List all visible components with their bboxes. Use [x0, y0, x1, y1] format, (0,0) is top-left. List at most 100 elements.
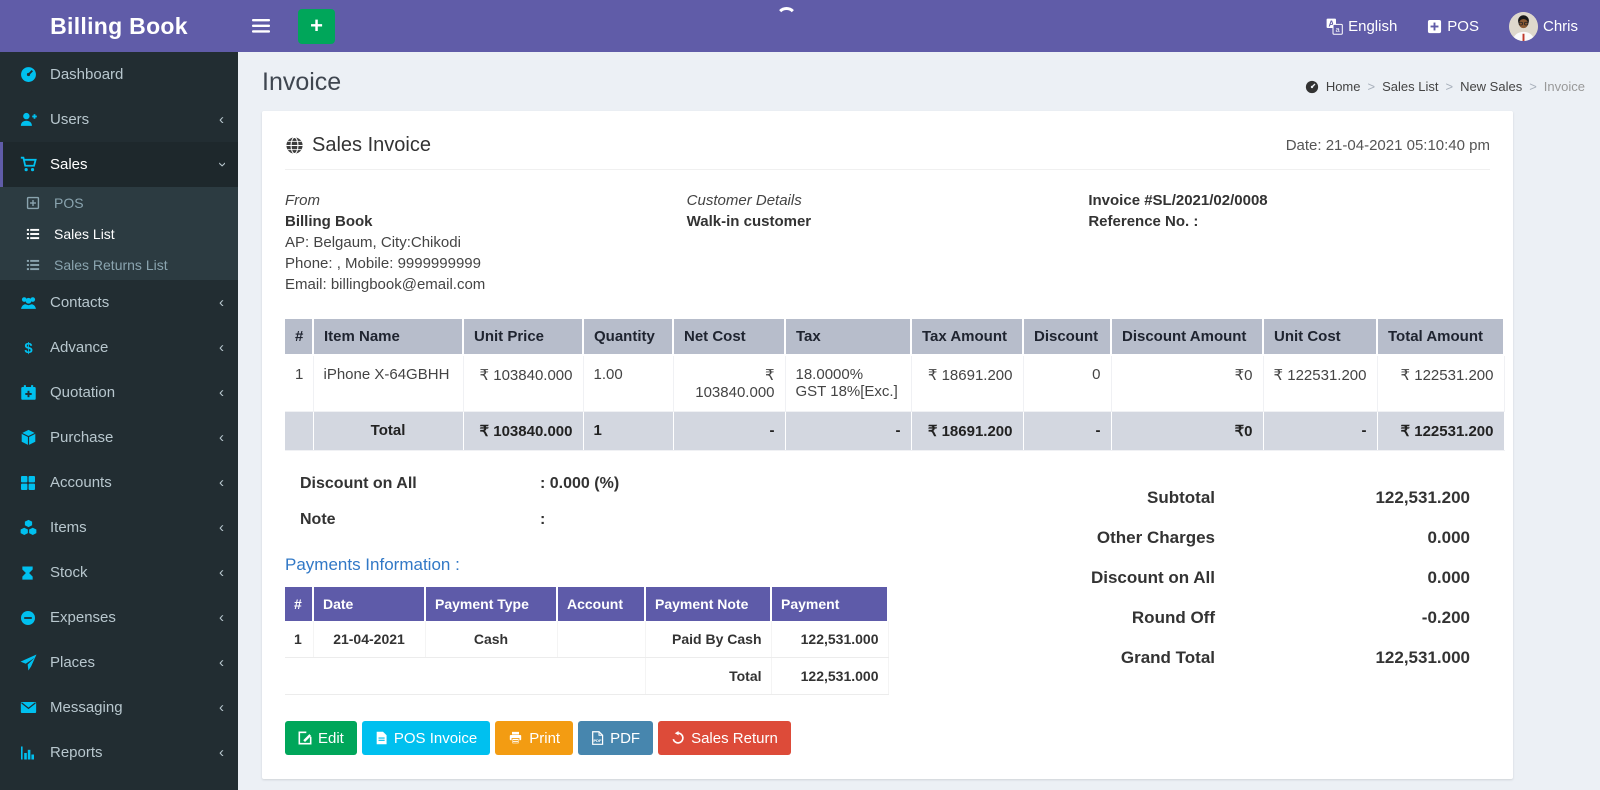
invoice-date: Date: 21-04-2021 05:10:40 pm	[1285, 137, 1490, 154]
items-table: # Item Name Unit Price Quantity Net Cost…	[285, 319, 1505, 451]
sidebar-item-dashboard[interactable]: Dashboard	[0, 52, 238, 97]
sidebar-item-places[interactable]: Places ‹	[0, 640, 238, 685]
quick-add-button[interactable]: +	[298, 8, 335, 44]
chevron-left-icon: ‹	[219, 294, 224, 311]
customer-name: Walk-in customer	[686, 213, 812, 230]
sidebar-item-sales-list[interactable]: Sales List	[0, 218, 238, 249]
sidebar-item-sales[interactable]: Sales ‹	[0, 142, 238, 187]
from-address: AP: Belgaum, City:Chikodi	[285, 234, 461, 251]
edit-icon	[298, 731, 312, 745]
chevron-left-icon: ‹	[219, 519, 224, 536]
sidebar: Dashboard Users ‹ Sales ‹ POS Sales List…	[0, 52, 238, 790]
sidebar-toggle-button[interactable]	[238, 9, 284, 43]
username-label: Chris	[1542, 17, 1578, 35]
table-row: 1 iPhone X-64GBHH ₹ 103840.000 1.00 ₹ 10…	[285, 355, 1505, 412]
calendar-plus-icon	[20, 384, 44, 401]
user-plus-icon	[20, 111, 44, 128]
pos-shortcut[interactable]: POS	[1427, 18, 1479, 35]
sidebar-item-reports[interactable]: Reports ‹	[0, 730, 238, 775]
sidebar-item-accounts[interactable]: Accounts ‹	[0, 460, 238, 505]
undo-icon	[672, 731, 684, 744]
customer-heading: Customer Details	[686, 192, 802, 209]
sidebar-item-stock[interactable]: Stock ‹	[0, 550, 238, 595]
dollar-icon: $	[20, 339, 44, 356]
from-name: Billing Book	[285, 213, 373, 230]
globe-icon	[286, 136, 303, 155]
language-label: English	[1348, 17, 1398, 35]
breadcrumb: Home > Sales List > New Sales > Invoice	[1305, 79, 1585, 94]
chevron-left-icon: ‹	[219, 429, 224, 446]
avatar	[1508, 11, 1538, 41]
summary-block: Subtotal 122,531.200 Other Charges 0.000…	[925, 475, 1490, 755]
chevron-left-icon: ‹	[219, 339, 224, 356]
payments-header-row: # Date Payment Type Account Payment Note…	[285, 587, 889, 621]
sidebar-item-pos[interactable]: POS	[0, 187, 238, 218]
action-buttons: Edit POS Invoice Print PDF PDF	[285, 721, 925, 755]
printer-icon	[510, 731, 522, 745]
chevron-left-icon: ‹	[219, 744, 224, 761]
chevron-left-icon: ‹	[219, 564, 224, 581]
plus-square-icon	[26, 196, 48, 210]
cubes-icon	[20, 519, 44, 536]
payment-row: 1 21-04-2021 Cash Paid By Cash 122,531.0…	[285, 621, 889, 658]
chevron-left-icon: ‹	[219, 384, 224, 401]
sidebar-item-items[interactable]: Items ‹	[0, 505, 238, 550]
discount-on-all-row: Discount on All : 0.000 (%)	[300, 475, 620, 492]
bar-chart-icon	[20, 745, 44, 761]
pos-label: POS	[1447, 17, 1479, 35]
reference-number: Reference No. :	[1088, 213, 1199, 230]
cart-icon	[20, 156, 44, 173]
sidebar-item-contacts[interactable]: Contacts ‹	[0, 280, 238, 325]
file-icon	[376, 731, 387, 745]
plus-square-icon	[1428, 19, 1442, 33]
summary-discount-on-all: Discount on All 0.000	[1090, 568, 1470, 587]
breadcrumb-current: Invoice	[1543, 79, 1585, 94]
svg-text:a: a	[1336, 24, 1341, 33]
breadcrumb-sales-list[interactable]: Sales List	[1382, 79, 1439, 94]
note-row: Note :	[300, 511, 546, 528]
list-icon	[26, 227, 48, 241]
user-menu[interactable]: Chris	[1508, 11, 1578, 41]
dashboard-icon	[20, 66, 44, 83]
edit-button[interactable]: Edit	[285, 721, 357, 755]
loading-spinner-icon	[776, 7, 797, 28]
sidebar-item-messaging[interactable]: Messaging ‹	[0, 685, 238, 730]
envelope-icon	[20, 699, 44, 716]
sidebar-item-users[interactable]: Users ‹	[0, 97, 238, 142]
invoice-number: Invoice #SL/2021/02/0008	[1088, 192, 1268, 209]
file-pdf-icon: PDF	[592, 731, 604, 745]
svg-text:PDF: PDF	[594, 738, 603, 743]
print-button[interactable]: Print	[495, 721, 574, 755]
sidebar-item-advance[interactable]: $ Advance ‹	[0, 325, 238, 370]
chevron-left-icon: ‹	[219, 609, 224, 626]
summary-round-off: Round Off -0.200	[1131, 608, 1470, 627]
grid-icon	[20, 475, 44, 491]
users-group-icon	[20, 294, 44, 311]
hourglass-icon	[20, 565, 44, 581]
minus-circle-icon	[20, 610, 44, 626]
sales-return-button[interactable]: Sales Return	[658, 721, 791, 755]
page-title: Invoice	[262, 68, 342, 96]
sidebar-item-sales-returns-list[interactable]: Sales Returns List	[0, 249, 238, 280]
invoice-card: Sales Invoice Date: 21-04-2021 05:10:40 …	[262, 111, 1513, 779]
card-title: Sales Invoice	[312, 134, 431, 156]
svg-text:$: $	[24, 341, 33, 356]
payments-total-row: Total 122,531.000	[285, 657, 889, 695]
sales-submenu: POS Sales List Sales Returns List	[0, 187, 238, 280]
sidebar-item-quotation[interactable]: Quotation ‹	[0, 370, 238, 415]
breadcrumb-new-sales[interactable]: New Sales	[1460, 79, 1523, 94]
items-total-row: Total ₹ 103840.000 1 - - ₹ 18691.200 - ₹…	[285, 411, 1505, 451]
paper-plane-icon	[20, 654, 44, 671]
sidebar-item-expenses[interactable]: Expenses ‹	[0, 595, 238, 640]
home-dashboard-icon	[1305, 80, 1318, 93]
summary-subtotal: Subtotal 122,531.200	[1147, 488, 1470, 507]
pos-invoice-button[interactable]: POS Invoice	[361, 721, 491, 755]
brand-logo[interactable]: Billing Book	[50, 12, 188, 39]
sidebar-item-purchase[interactable]: Purchase ‹	[0, 415, 238, 460]
chevron-left-icon: ‹	[219, 474, 224, 491]
breadcrumb-home[interactable]: Home	[1325, 79, 1361, 94]
chevron-down-icon: ‹	[213, 162, 230, 167]
pdf-button[interactable]: PDF PDF	[578, 721, 654, 755]
